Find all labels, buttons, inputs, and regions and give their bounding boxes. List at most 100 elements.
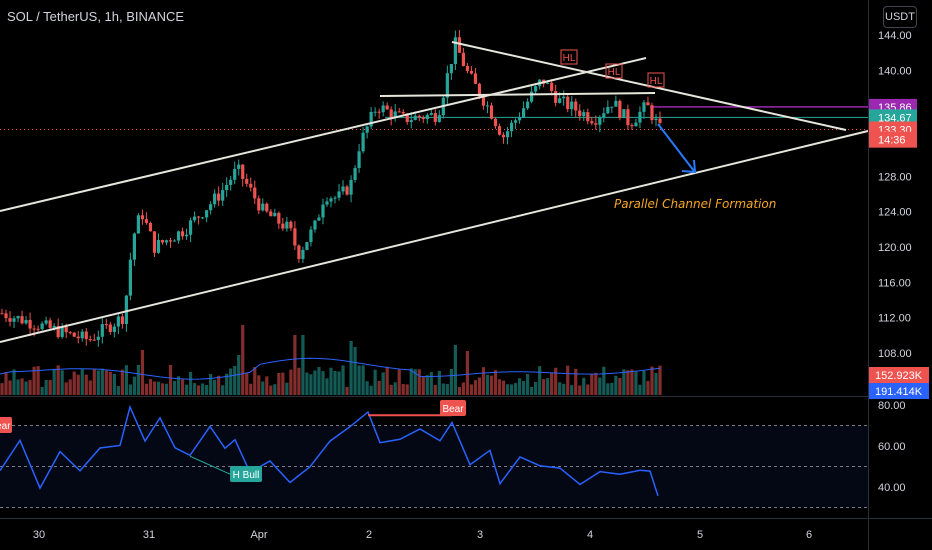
rsi-tag-label: H Bull	[233, 470, 260, 481]
volume-box[interactable]	[869, 383, 929, 399]
annotations[interactable]: Parallel Channel Formation HL HL HL	[560, 49, 776, 211]
volume-bar	[76, 374, 80, 395]
rsi-tag-bear[interactable]	[440, 400, 466, 416]
candle-body	[453, 37, 457, 65]
candle-body	[630, 125, 634, 127]
candle-body	[196, 216, 201, 218]
volume-bar	[112, 373, 116, 395]
rsi-tag-hbull[interactable]	[230, 466, 262, 482]
candle-body	[361, 132, 365, 152]
candle-body	[188, 220, 193, 235]
rsi-tick-label: 40.00	[878, 482, 906, 494]
volume-bar	[164, 383, 169, 395]
pane-separator[interactable]	[0, 396, 868, 397]
candle-body	[60, 326, 64, 337]
candle-body	[429, 113, 433, 115]
price-box[interactable]	[869, 109, 917, 126]
volume-bar	[96, 370, 100, 395]
rsi-tag-label: Bear	[0, 421, 11, 432]
candle-body	[413, 115, 417, 121]
volume-bar	[473, 380, 478, 395]
candle-body	[245, 178, 249, 184]
candle-body	[217, 193, 221, 201]
volume-box[interactable]	[869, 367, 929, 383]
hl-tag-box[interactable]	[560, 49, 578, 65]
volume-bar	[493, 370, 498, 395]
candle-body	[521, 108, 526, 118]
volume-bar	[606, 383, 610, 395]
candle-body	[497, 126, 502, 135]
volume-bar	[0, 383, 4, 395]
candle-body	[586, 112, 590, 122]
volume-bar	[449, 369, 453, 395]
volume-bar	[52, 368, 56, 395]
rsi-pane: Bear H Bull Bear	[0, 400, 868, 508]
price-axis[interactable]: 144.00140.00136.00132.00128.00124.00120.…	[869, 30, 929, 494]
volume-bar	[32, 366, 36, 395]
candle-body	[313, 220, 317, 230]
candle-body	[132, 233, 137, 260]
candle-body	[108, 324, 112, 332]
hl-tag-label: HL	[608, 67, 621, 78]
volume-bar	[485, 374, 490, 395]
hl-tag-box[interactable]	[647, 72, 665, 88]
candle-body	[96, 336, 100, 340]
hl-tag-box[interactable]	[605, 63, 623, 79]
candle-body	[221, 190, 225, 201]
rsi-tag-bear[interactable]	[0, 417, 12, 433]
time-tick-label: 6	[806, 529, 812, 541]
time-tick-label: 30	[33, 529, 45, 541]
time-tick-label: 4	[587, 529, 593, 541]
candle-body	[76, 336, 80, 339]
candle-body	[309, 229, 313, 243]
volume-bar	[421, 376, 425, 395]
volume-bar	[345, 386, 349, 395]
volume-bar	[481, 367, 486, 395]
candle-body	[44, 320, 48, 324]
volume-bar	[465, 351, 470, 395]
candle-body	[397, 111, 401, 113]
candle-body	[84, 331, 88, 340]
price-box[interactable]	[869, 131, 917, 148]
volume-bar	[217, 375, 221, 395]
candle-body	[88, 339, 92, 341]
volume-bar	[546, 378, 550, 395]
candle-body	[48, 320, 52, 328]
main-pane	[0, 30, 869, 347]
price-axis-border	[868, 0, 869, 550]
candle-body	[650, 105, 654, 121]
candle-body	[273, 212, 277, 217]
candle-body	[525, 101, 530, 109]
volume-bar	[513, 383, 518, 395]
candle-body	[225, 184, 229, 191]
volume-bar	[128, 384, 132, 395]
time-tick-label: 3	[477, 529, 483, 541]
volume-bar	[453, 345, 457, 395]
volume-bar	[24, 381, 28, 395]
volume-bar	[209, 374, 213, 395]
volume-bar	[317, 367, 321, 395]
volume-bar	[333, 371, 337, 395]
time-axis[interactable]: 30 31 Apr 2 3 4 5 6	[33, 529, 812, 541]
candle-body	[558, 98, 562, 103]
candle-body	[229, 179, 233, 185]
volume-bar	[205, 384, 209, 395]
volume-bar	[196, 385, 201, 395]
candle-body	[301, 249, 305, 259]
volume-bar	[658, 365, 662, 395]
volume-bar	[261, 381, 265, 395]
candle-body	[469, 70, 474, 74]
currency-button[interactable]: USDT	[883, 6, 917, 28]
volume-box-label: 191.414K	[875, 386, 923, 398]
volume-bar	[590, 374, 594, 395]
volume-bar	[578, 385, 582, 395]
time-tick-label: 2	[366, 529, 372, 541]
candle-body	[381, 105, 385, 113]
candle-body	[513, 120, 518, 123]
volume-bar	[36, 366, 40, 395]
volume-bar	[538, 366, 542, 395]
volume-bar	[361, 365, 365, 395]
descending-trendline	[451, 41, 847, 131]
volume-bar	[530, 386, 534, 395]
